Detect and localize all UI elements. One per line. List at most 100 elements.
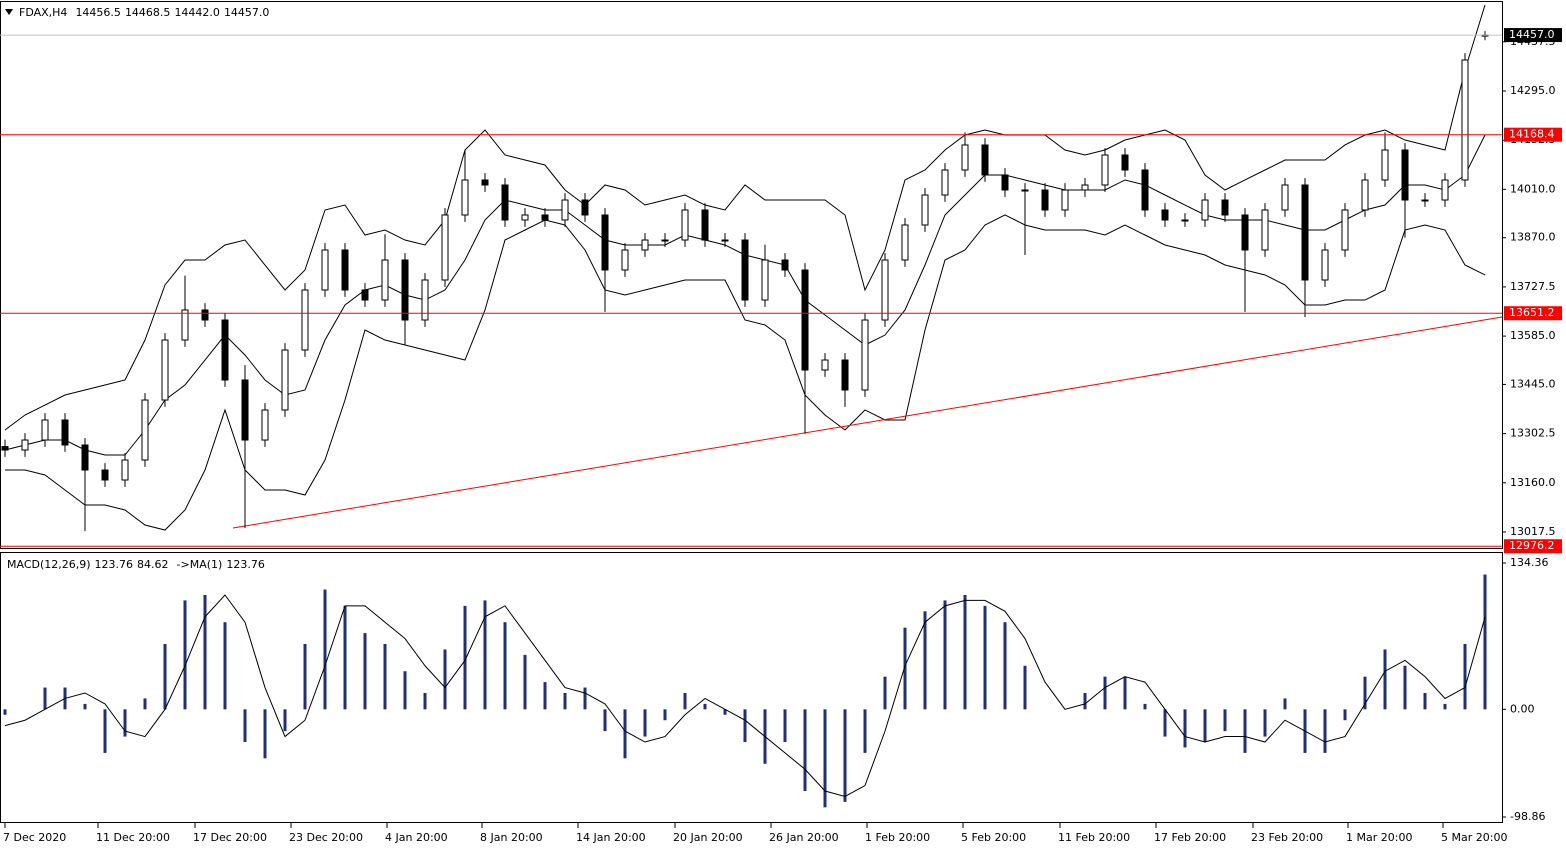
candle-body — [621, 249, 629, 271]
y-tick-label: 13302.5 — [1510, 427, 1556, 440]
macd-bar — [563, 692, 567, 710]
macd-bar — [1183, 709, 1187, 748]
price-level-label: 14457.0 — [1509, 28, 1555, 41]
y-tick-label: -98.86 — [1510, 810, 1545, 823]
y-tick-label: 0.00 — [1510, 702, 1535, 715]
candle-body — [461, 179, 469, 216]
x-tick-label: 20 Jan 20:00 — [673, 831, 743, 844]
candle-body — [381, 259, 389, 301]
x-tick-label: 4 Jan 20:00 — [385, 831, 448, 844]
candle-body — [1081, 184, 1089, 191]
macd-bar — [403, 671, 407, 710]
price-level-label: 12976.2 — [1509, 539, 1555, 552]
y-tick-label: 14295.0 — [1510, 84, 1556, 97]
candle-body — [1121, 154, 1129, 171]
macd-name: MACD(12,26,9) — [7, 558, 91, 571]
macd-bar — [1463, 643, 1467, 710]
y-tick-label: 13017.5 — [1510, 525, 1556, 538]
macd-bar — [1243, 709, 1247, 753]
candle-body — [921, 194, 929, 226]
candle-body — [1321, 249, 1329, 281]
candle-body — [521, 214, 529, 221]
macd-bar — [463, 605, 467, 710]
signal-value: 84.62 — [137, 558, 169, 571]
candle-body — [561, 199, 569, 221]
macd-bar — [783, 709, 787, 743]
macd-bar — [623, 709, 627, 759]
candle-body — [541, 214, 549, 221]
candle-body — [581, 199, 589, 216]
trendline — [232, 316, 1503, 529]
candle-body — [1441, 179, 1449, 201]
open-label: 14456.5 — [75, 6, 121, 19]
x-tick-label: 26 Jan 20:00 — [769, 831, 839, 844]
candle-body — [741, 239, 749, 301]
y-tick-label: 13160.0 — [1510, 476, 1556, 489]
macd-bar — [1163, 709, 1167, 737]
candle-body — [1421, 199, 1429, 202]
collapse-icon[interactable] — [5, 9, 13, 15]
macd-bar — [1343, 709, 1347, 721]
candle-body — [161, 339, 169, 401]
close-label: 14457.0 — [224, 6, 270, 19]
candle-body — [641, 239, 649, 251]
x-tick-label: 1 Mar 20:00 — [1346, 831, 1412, 844]
candle-body — [321, 249, 329, 291]
x-tick-label: 23 Feb 20:00 — [1251, 831, 1323, 844]
candle-body — [301, 289, 309, 351]
price-level-label: 14168.4 — [1509, 128, 1555, 141]
candle-body — [1201, 199, 1209, 221]
macd-bar — [543, 682, 547, 710]
macd-bar — [943, 600, 947, 710]
y-tick-label: 13727.5 — [1510, 280, 1556, 293]
macd-bar — [383, 643, 387, 710]
candle-body — [1181, 219, 1189, 222]
candle-body — [761, 259, 769, 301]
macd-bar — [363, 633, 367, 710]
x-tick-label: 1 Feb 20:00 — [865, 831, 930, 844]
macd-bar — [323, 589, 327, 710]
candle-body — [241, 379, 249, 441]
y-tick-label: 13585.0 — [1510, 329, 1556, 342]
price-level-tag — [1504, 539, 1562, 554]
macd-bar — [583, 687, 587, 710]
candle-body — [61, 419, 69, 446]
candle-body — [1341, 209, 1349, 251]
x-tick-label: 17 Dec 20:00 — [193, 831, 267, 844]
macd-bar — [863, 709, 867, 753]
y-tick-label: 134.36 — [1510, 556, 1549, 569]
candle-body — [1361, 179, 1369, 211]
price-header: FDAX,H4 14456.5 14468.5 14442.0 14457.0 — [19, 6, 269, 19]
y-tick-label: 13445.0 — [1510, 377, 1556, 390]
price-level-tag — [1504, 28, 1562, 43]
macd-bar — [503, 622, 507, 710]
signal-line — [4, 594, 1486, 797]
candle-body — [1221, 199, 1229, 216]
macd-bar — [523, 654, 527, 710]
macd-bar — [643, 709, 647, 737]
macd-bar — [263, 709, 267, 759]
candle-body — [481, 179, 489, 186]
candle-body — [281, 349, 289, 411]
candle-body — [701, 209, 709, 241]
candle-body — [501, 184, 509, 221]
price-level-label: 13651.2 — [1509, 306, 1555, 319]
macd-bar — [1083, 692, 1087, 710]
y-tick-label: 14010.0 — [1510, 182, 1556, 195]
macd-bar — [143, 698, 147, 710]
candle-body — [201, 309, 209, 321]
macd-bar — [1443, 703, 1447, 710]
macd-bar — [1003, 622, 1007, 710]
macd-bar — [303, 643, 307, 710]
candle-body — [181, 309, 189, 341]
macd-bar — [703, 703, 707, 710]
x-tick-label: 11 Dec 20:00 — [96, 831, 170, 844]
candle-body — [861, 319, 869, 391]
macd-bar — [803, 709, 807, 792]
macd-bar — [83, 703, 87, 710]
macd-bar — [683, 692, 687, 710]
y-tick-label: 13870.0 — [1510, 231, 1556, 244]
candle-body — [961, 144, 969, 171]
macd-value: 123.76 — [95, 558, 134, 571]
